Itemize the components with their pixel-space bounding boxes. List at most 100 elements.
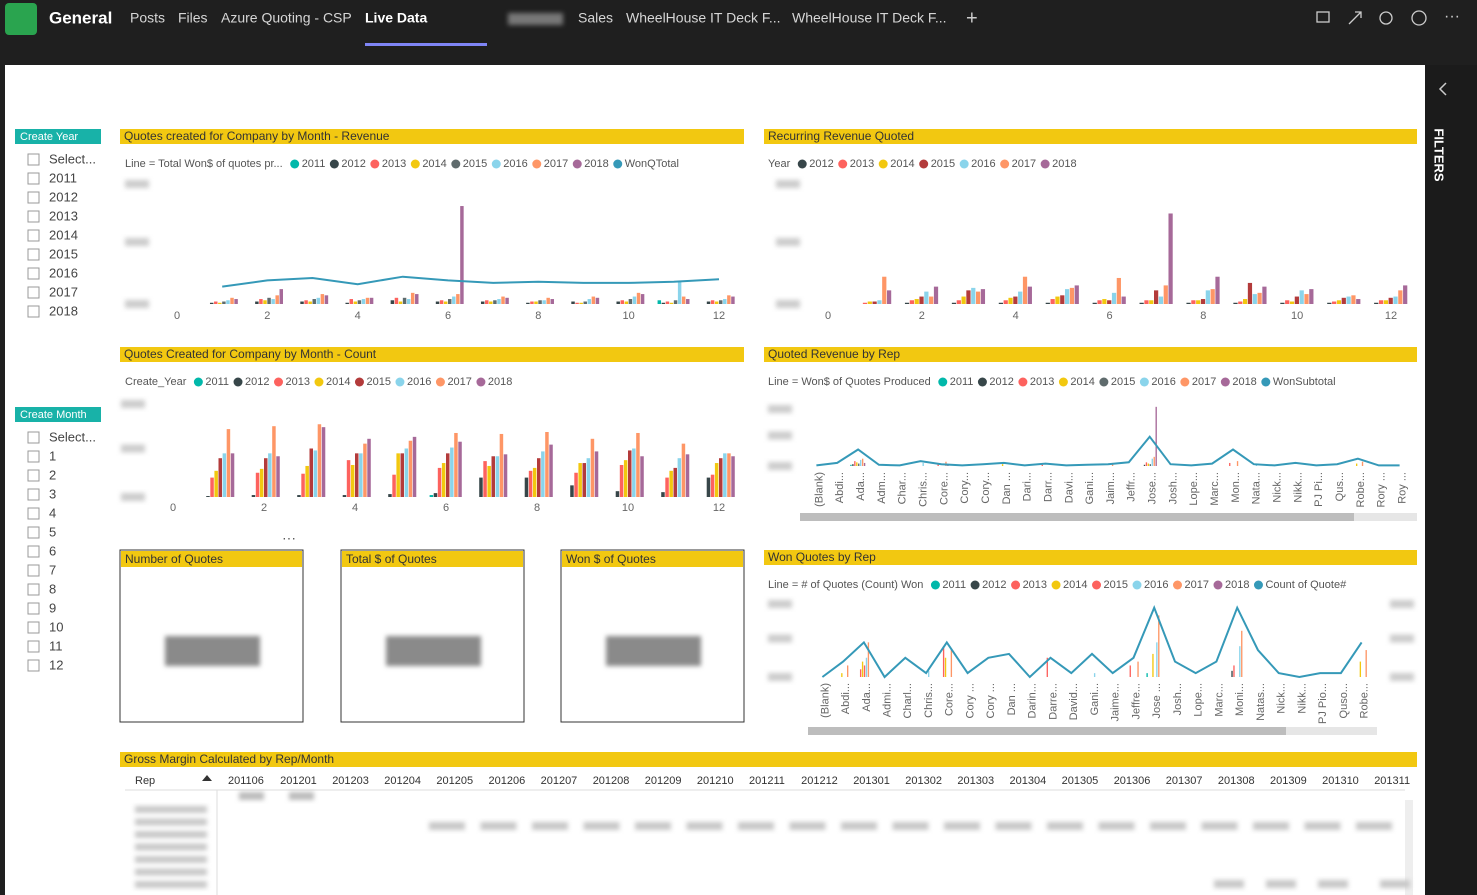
bar[interactable] xyxy=(886,290,892,304)
slicer-item[interactable]: 2018 xyxy=(49,303,78,318)
legend-entry[interactable]: 2012 xyxy=(982,579,1006,591)
bar[interactable] xyxy=(1210,289,1215,304)
bar[interactable] xyxy=(919,296,924,304)
column-header[interactable]: 201303 xyxy=(957,775,994,787)
legend-entry[interactable]: 2016 xyxy=(971,158,995,170)
slicer-item[interactable]: 9 xyxy=(49,600,56,615)
bar[interactable] xyxy=(1236,461,1239,466)
slicer-item[interactable]: 2013 xyxy=(49,208,78,223)
bar[interactable] xyxy=(1156,642,1158,677)
bar[interactable] xyxy=(1332,301,1337,304)
bar[interactable] xyxy=(1191,300,1196,304)
bar[interactable] xyxy=(365,297,370,304)
conversation-icon[interactable] xyxy=(1316,11,1330,23)
column-header[interactable]: 201304 xyxy=(1010,775,1047,787)
checkbox[interactable] xyxy=(27,286,40,299)
bar[interactable] xyxy=(673,467,677,497)
bar[interactable] xyxy=(503,454,508,497)
bar[interactable] xyxy=(450,447,454,497)
bar[interactable] xyxy=(1243,299,1248,304)
bar[interactable] xyxy=(570,485,574,497)
checkbox[interactable] xyxy=(27,248,40,261)
expand-icon[interactable] xyxy=(1348,11,1362,25)
bar[interactable] xyxy=(214,301,218,304)
legend-entry[interactable]: 2018 xyxy=(584,158,608,170)
bar[interactable] xyxy=(841,673,843,677)
bar[interactable] xyxy=(394,297,399,304)
bar[interactable] xyxy=(1238,301,1243,304)
bar[interactable] xyxy=(922,462,924,466)
bar[interactable] xyxy=(852,464,854,466)
bar[interactable] xyxy=(640,294,645,304)
bar[interactable] xyxy=(545,432,549,497)
bar[interactable] xyxy=(582,463,586,497)
bar[interactable] xyxy=(867,642,870,677)
filters-collapse[interactable] xyxy=(1438,82,1447,96)
column-header[interactable]: Rep xyxy=(135,775,155,787)
bar[interactable] xyxy=(230,453,235,497)
slicer-item[interactable]: 5 xyxy=(49,524,56,539)
tab[interactable]: Live Data xyxy=(365,10,427,26)
bar[interactable] xyxy=(452,296,456,304)
bar[interactable] xyxy=(673,300,678,304)
bar[interactable] xyxy=(661,492,665,497)
bar[interactable] xyxy=(1403,285,1408,304)
bar[interactable] xyxy=(998,302,1004,304)
bar[interactable] xyxy=(1129,665,1131,677)
slicer-item[interactable]: 2012 xyxy=(49,189,78,204)
column-header[interactable]: 201311 xyxy=(1374,775,1410,787)
bar[interactable] xyxy=(904,302,910,304)
legend-entry[interactable]: 2017 xyxy=(447,376,471,388)
tab[interactable]: Sales xyxy=(578,10,613,26)
bar[interactable] xyxy=(1152,653,1154,677)
bar[interactable] xyxy=(1398,290,1403,304)
bar[interactable] xyxy=(587,299,592,304)
bar[interactable] xyxy=(574,472,578,497)
bar[interactable] xyxy=(1092,302,1097,304)
bar[interactable] xyxy=(392,474,396,497)
bar[interactable] xyxy=(583,301,587,304)
bar[interactable] xyxy=(620,300,625,304)
bar[interactable] xyxy=(313,450,318,497)
bar[interactable] xyxy=(872,301,877,304)
column-header[interactable]: 201306 xyxy=(1114,775,1151,787)
column-header[interactable]: 201212 xyxy=(801,775,838,787)
bar[interactable] xyxy=(1383,300,1388,304)
bar[interactable] xyxy=(497,299,501,304)
bar[interactable] xyxy=(1137,661,1139,677)
legend-entry[interactable]: 2018 xyxy=(1225,579,1249,591)
bar[interactable] xyxy=(859,669,862,677)
bar[interactable] xyxy=(479,477,483,497)
website-icon[interactable] xyxy=(1411,10,1427,26)
legend-entry[interactable]: 2013 xyxy=(1023,579,1047,591)
column-header[interactable]: 201205 xyxy=(436,775,473,787)
tab[interactable]: Azure Quoting - CSP xyxy=(221,10,352,26)
bar[interactable] xyxy=(624,301,629,304)
column-header[interactable]: 201201 xyxy=(280,775,317,787)
legend-entry[interactable]: 2018 xyxy=(1052,158,1076,170)
tab[interactable]: WheelHouse IT Deck F... xyxy=(792,10,947,26)
bar[interactable] xyxy=(349,299,354,304)
bar[interactable] xyxy=(1046,657,1048,677)
slicer-item[interactable]: 3 xyxy=(49,486,56,501)
bar[interactable] xyxy=(1107,300,1112,304)
bar[interactable] xyxy=(1252,294,1257,304)
bar[interactable] xyxy=(1355,463,1358,466)
checkbox[interactable] xyxy=(27,507,40,520)
bar[interactable] xyxy=(863,665,866,677)
bar[interactable] xyxy=(487,465,491,497)
bar[interactable] xyxy=(575,302,579,304)
bar[interactable] xyxy=(297,495,301,497)
checkbox[interactable] xyxy=(27,640,40,653)
legend-entry[interactable]: 2011 xyxy=(205,376,229,388)
bar[interactable] xyxy=(345,302,349,304)
column-header[interactable]: 201302 xyxy=(905,775,942,787)
bar[interactable] xyxy=(686,299,690,304)
slicer-item[interactable]: Select... xyxy=(49,151,96,166)
bar[interactable] xyxy=(1280,302,1285,304)
checkbox[interactable] xyxy=(27,583,40,596)
bar[interactable] xyxy=(971,287,976,304)
bar[interactable] xyxy=(359,453,363,497)
bar[interactable] xyxy=(210,477,214,497)
bar[interactable] xyxy=(632,296,637,304)
